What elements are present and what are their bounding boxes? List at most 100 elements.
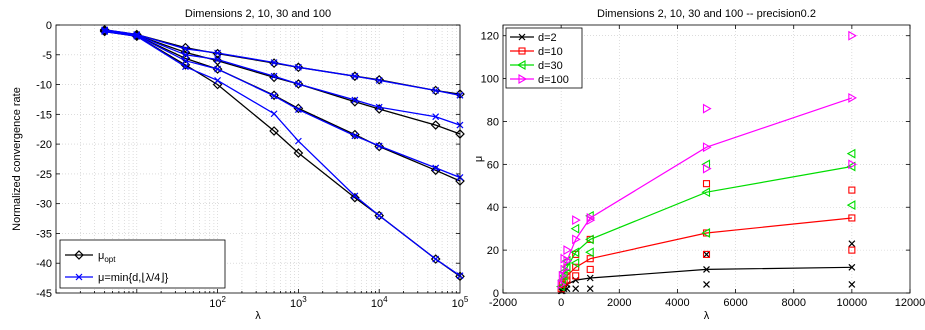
left-data-point xyxy=(430,85,441,96)
left-data-point xyxy=(214,56,222,63)
left-x-tick-label: 103 xyxy=(290,295,307,310)
right-series-line xyxy=(560,165,853,287)
left-data-point xyxy=(270,110,278,118)
right-data-point xyxy=(560,264,570,275)
left-data-point-stroke xyxy=(432,164,440,172)
left-data-point xyxy=(214,49,222,57)
left-series-line xyxy=(104,30,461,277)
left-data-point xyxy=(430,120,441,130)
left-y-tick-label: -15 xyxy=(36,109,52,121)
right-y-tick-label: 120 xyxy=(481,31,499,43)
left-data-point xyxy=(351,192,359,200)
right-legend-entry: d=10 xyxy=(538,46,563,58)
right-series-d=2 xyxy=(557,240,856,295)
left-data-point-stroke xyxy=(294,106,302,113)
right-data-point xyxy=(848,92,857,103)
left-series-min-3 xyxy=(101,27,464,181)
right-scatter-point xyxy=(570,223,580,234)
right-series-d=10 xyxy=(557,180,856,293)
right-scatter-point xyxy=(572,272,580,280)
right-data-point xyxy=(585,234,594,245)
left-legend-marker xyxy=(74,250,84,260)
left-data-point xyxy=(293,148,304,158)
left-data-point xyxy=(214,65,222,73)
right-data-point xyxy=(586,255,594,263)
left-x-tick-base: 10 xyxy=(209,298,221,310)
right-scatter-point xyxy=(701,228,711,238)
right-x-tick-label: 0 xyxy=(558,297,564,309)
right-scatter-point xyxy=(846,148,856,159)
right-legend-marker xyxy=(518,33,526,41)
right-y-axis-label: μ xyxy=(473,156,485,162)
left-y-tick-label: -25 xyxy=(36,169,52,181)
right-data-point xyxy=(848,263,856,271)
right-y-tick-label: 40 xyxy=(487,202,499,214)
right-scatter-point xyxy=(702,250,711,258)
left-data-point xyxy=(294,106,302,113)
left-data-point-stroke xyxy=(294,137,302,145)
right-x-tick-label: -2000 xyxy=(489,297,517,309)
left-data-point xyxy=(432,255,440,263)
right-scatter-point xyxy=(848,30,857,41)
left-data-point-stroke xyxy=(375,103,383,111)
right-y-tick-label: 20 xyxy=(487,245,499,257)
left-legend-marker xyxy=(75,273,83,281)
left-legend-marker-stroke xyxy=(75,273,83,281)
left-legend-entry-min: μ=min{d,⌊λ/4⌋} xyxy=(98,272,169,284)
left-data-point-stroke xyxy=(214,56,222,63)
left-x-tick-exponent: 5 xyxy=(464,295,469,304)
right-data-point xyxy=(557,279,567,290)
left-x-tick-base: 10 xyxy=(290,298,302,310)
right-scatter-point xyxy=(586,265,594,273)
right-data-point-stroke xyxy=(848,263,856,271)
left-data-point-stroke xyxy=(270,72,278,80)
right-data-point-stroke xyxy=(572,276,580,284)
left-data-point-stroke xyxy=(432,113,440,121)
right-data-point xyxy=(572,234,581,245)
right-legend: d=2 d=10 d=30 d=100 xyxy=(505,27,583,89)
right-chart-title: Dimensions 2, 10, 30 and 100 -- precisio… xyxy=(597,8,816,20)
right-x-tick-label: 6000 xyxy=(723,297,747,309)
left-data-point xyxy=(432,87,440,94)
right-scatter-point xyxy=(703,250,710,258)
right-data-point xyxy=(703,265,710,273)
right-grid xyxy=(503,25,910,293)
left-data-point-stroke xyxy=(214,76,222,84)
left-x-tick-base: 10 xyxy=(452,298,464,310)
right-scatter-point xyxy=(848,159,857,170)
right-y-tick-label: 60 xyxy=(487,159,499,171)
left-legend: μopt μ=min{d,⌊λ/4⌋} xyxy=(59,239,226,289)
left-x-tick-exponent: 2 xyxy=(221,295,226,304)
right-scatter-point xyxy=(702,180,711,188)
left-data-point xyxy=(375,142,383,150)
right-legend-entry: d=100 xyxy=(538,74,569,86)
right-data-point xyxy=(702,142,712,153)
left-legend-box xyxy=(59,239,226,289)
right-scatter-point-stroke xyxy=(703,280,710,288)
left-y-axis-label: Normalized convergence rate xyxy=(11,87,23,231)
left-data-point-stroke xyxy=(294,63,302,71)
right-scatter-point xyxy=(702,163,712,174)
left-series-line xyxy=(104,29,461,96)
right-x-tick-label: 10000 xyxy=(837,297,868,309)
right-data-point xyxy=(558,270,568,281)
left-series-line xyxy=(104,29,461,95)
left-data-point xyxy=(294,63,302,71)
right-scatter-point xyxy=(585,247,594,258)
right-scatter-point-stroke xyxy=(703,250,710,258)
right-scatter-point xyxy=(570,258,580,268)
left-data-point xyxy=(269,126,279,136)
left-plot-frame xyxy=(55,24,461,294)
right-scatter-point xyxy=(586,215,596,226)
right-scatter-point xyxy=(572,285,580,293)
left-data-point-stroke xyxy=(182,51,189,59)
left-data-point xyxy=(182,45,189,53)
left-y-tick-label: -45 xyxy=(36,288,52,300)
left-data-point-stroke xyxy=(432,87,440,94)
left-data-point-stroke xyxy=(182,57,189,65)
right-data-point xyxy=(701,187,711,198)
left-data-point xyxy=(351,132,359,140)
right-data-point xyxy=(586,274,594,282)
